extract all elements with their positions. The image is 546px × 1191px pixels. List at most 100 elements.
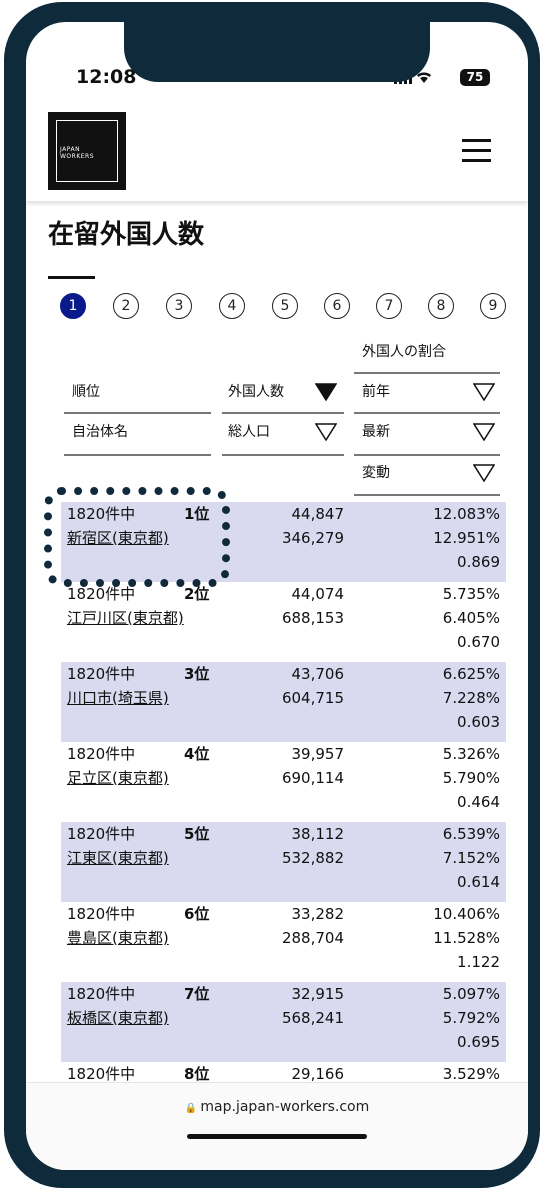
page-link[interactable]: 1 (60, 293, 86, 319)
sort-icon[interactable] (473, 423, 495, 441)
foreign-count: 43,706 (291, 665, 345, 683)
municipality-link[interactable]: 豊島区(東京都) (67, 929, 169, 947)
table-row: 1820件中 2位 江戸川区(東京都) 44,074 688,153 5.735% 6.40… (61, 582, 506, 662)
page-link[interactable]: 6 (324, 293, 350, 319)
table-row: 1820件中 5位 江東区(東京都) 38,112 532,882 6.539% 7.152… (61, 822, 506, 902)
sort-icon[interactable] (473, 464, 495, 482)
ratio-prev: 10.406% (433, 905, 500, 923)
page-link[interactable]: 3 (166, 293, 192, 319)
table-row: 1820件中 1位 新宿区(東京都) 44,847 346,279 12.083% 12.9… (61, 502, 506, 582)
status-time: 12:08 (76, 66, 137, 88)
sort-icon[interactable] (315, 383, 337, 401)
total-population: 288,704 (281, 929, 344, 947)
municipality-link[interactable]: 板橋区(東京都) (67, 1009, 169, 1027)
column-header[interactable]: 自治体名 (72, 424, 128, 440)
column-header[interactable]: 順位 (72, 384, 100, 400)
municipality-link[interactable]: 川口市(埼玉県) (67, 689, 169, 707)
foreign-count: 38,112 (291, 825, 345, 843)
ratio-prev: 3.529% (442, 1065, 500, 1082)
table-body: 1820件中 1位 新宿区(東京都) 44,847 346,279 12.083% 12.9… (26, 22, 528, 1082)
municipality-link[interactable]: 江東区(東京都) (67, 849, 169, 867)
sort-icon[interactable] (315, 423, 337, 441)
total-population: 346,279 (281, 529, 344, 547)
sort-icon[interactable] (473, 383, 495, 401)
foreign-count: 44,847 (291, 505, 345, 523)
page-link[interactable]: 2 (113, 293, 139, 319)
municipality-link[interactable]: 江戸川区(東京都) (67, 609, 184, 627)
municipality-link[interactable]: 足立区(東京都) (67, 769, 169, 787)
total-population: 532,882 (281, 849, 344, 867)
header-rule (222, 454, 344, 456)
found-count: 1820件中 (67, 505, 136, 523)
table-row: 1820件中 8位 29,166 3.529% (61, 1062, 506, 1082)
page-title: 在留外国人数 (48, 220, 205, 250)
ratio-latest: 7.228% (442, 689, 500, 707)
ratio-latest: 5.790% (442, 769, 500, 787)
foreign-count: 39,957 (291, 745, 345, 763)
page-link[interactable]: 8 (428, 293, 454, 319)
column-header[interactable]: 変動 (362, 465, 390, 481)
ratio-latest: 11.528% (433, 929, 500, 947)
table-row: 1820件中 6位 豊島区(東京都) 33,282 288,704 10.406% 11.5… (61, 902, 506, 982)
found-count: 1820件中 (67, 1065, 136, 1082)
title-underline (48, 276, 95, 279)
battery: 75 (460, 69, 490, 86)
ratio-change: 0.869 (457, 553, 500, 571)
ratio-change: 0.670 (457, 633, 500, 651)
header-rule (354, 372, 500, 374)
header-rule (64, 454, 211, 456)
page-link[interactable]: 9 (480, 293, 506, 319)
ratio-prev: 5.326% (442, 745, 500, 763)
column-header[interactable]: 外国人数 (228, 384, 284, 400)
found-count: 1820件中 (67, 905, 136, 923)
rank: 7位 (184, 985, 210, 1003)
ratio-latest: 12.951% (433, 529, 500, 547)
header-rule (354, 412, 500, 414)
table-row: 1820件中 7位 板橋区(東京都) 32,915 568,241 5.097% 5.792… (61, 982, 506, 1062)
column-header[interactable]: 総人口 (228, 424, 270, 440)
ratio-latest: 7.152% (442, 849, 500, 867)
table-row: 1820件中 4位 足立区(東京都) 39,957 690,114 5.326% 5.790… (61, 742, 506, 822)
header-rule (64, 412, 211, 414)
rank: 4位 (184, 745, 210, 763)
ratio-prev: 6.539% (442, 825, 500, 843)
logo-line: JAPAN (60, 146, 81, 153)
menu-button[interactable] (462, 139, 492, 163)
ratio-change: 0.695 (457, 1033, 500, 1051)
ratio-prev: 12.083% (433, 505, 500, 523)
total-population: 568,241 (281, 1009, 344, 1027)
table-row: 1820件中 3位 川口市(埼玉県) 43,706 604,715 6.625% 7.228… (61, 662, 506, 742)
site-header: JAPAN WORKERS (26, 97, 528, 201)
header-rule (354, 494, 500, 496)
total-population: 690,114 (281, 769, 344, 787)
rank: 6位 (184, 905, 210, 923)
page-link[interactable]: 7 (376, 293, 402, 319)
logo[interactable]: JAPAN WORKERS (48, 112, 126, 190)
ratio-change: 0.464 (457, 793, 500, 811)
found-count: 1820件中 (67, 745, 136, 763)
foreign-count: 29,166 (291, 1065, 345, 1082)
page-link[interactable]: 4 (219, 293, 245, 319)
notch (124, 22, 430, 82)
rank: 8位 (184, 1065, 210, 1082)
column-header[interactable]: 最新 (362, 424, 390, 440)
rank: 5位 (184, 825, 210, 843)
browser-bar: 🔒 map.japan-workers.com (26, 1082, 528, 1170)
logo-text: JAPAN WORKERS (60, 146, 94, 160)
page-link[interactable]: 5 (272, 293, 298, 319)
url[interactable]: 🔒 map.japan-workers.com (184, 1099, 370, 1115)
total-population: 688,153 (281, 609, 344, 627)
rank: 1位 (184, 505, 210, 523)
column-header[interactable]: 前年 (362, 384, 390, 400)
found-count: 1820件中 (67, 985, 136, 1003)
found-count: 1820件中 (67, 825, 136, 843)
header-rule (354, 454, 500, 456)
found-count: 1820件中 (67, 665, 136, 683)
municipality-link[interactable]: 新宿区(東京都) (67, 529, 169, 547)
column-header[interactable]: 外国人の割合 (362, 344, 446, 360)
found-count: 1820件中 (67, 585, 136, 603)
highlight-box (44, 487, 230, 587)
